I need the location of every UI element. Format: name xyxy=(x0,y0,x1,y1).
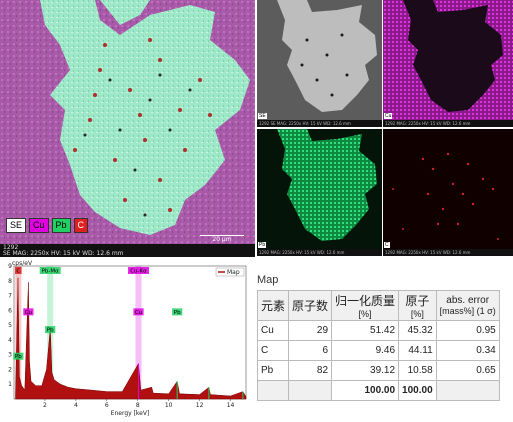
thumb-se: SE 1292 SE MAG: 2250x HV: 15 kV WD: 12.6… xyxy=(257,0,382,127)
y-tick-label: 9 xyxy=(8,263,12,270)
thumb-cu-footer: 1292 MAG: 2250x HV: 15 kV WD: 12.6 mm xyxy=(383,120,513,127)
cell-total-atom: 100.00 xyxy=(398,380,437,401)
cell-atom: 44.11 xyxy=(398,340,437,361)
cell-blank xyxy=(256,380,290,401)
y-axis-label: cps/eV xyxy=(12,260,33,267)
col-atom: 原子 [%] xyxy=(398,290,437,321)
peak-marker-column xyxy=(135,266,142,399)
y-tick-label: 2 xyxy=(8,366,12,373)
cell-error: 0.95 xyxy=(435,320,500,341)
legend-se: SE xyxy=(6,218,27,233)
composite-eds-map: SE Cu Pb C 20 µm 1292 SE MAG: 2250x HV: … xyxy=(0,0,255,257)
peak-label-box xyxy=(45,326,56,334)
thumb-cu: Cu 1292 MAG: 2250x HV: 15 kV WD: 12.6 mm xyxy=(383,0,513,127)
cell-atom: 10.58 xyxy=(398,360,437,381)
y-tick-label: 1 xyxy=(8,381,12,388)
col-element: 元素 xyxy=(256,290,290,321)
main-map-footer: 1292 SE MAG: 2250x HV: 15 kV WD: 12.6 mm xyxy=(0,244,255,257)
composite-map-image xyxy=(0,0,255,257)
x-tick-label: 2 xyxy=(43,402,47,409)
x-tick-label: 4 xyxy=(74,402,78,409)
results-title: Map xyxy=(257,274,279,286)
cell-element: C xyxy=(256,340,290,361)
thumb-cu-tag: Cu xyxy=(384,113,393,119)
legend-cu: Cu xyxy=(29,218,49,233)
cell-atom: 45.32 xyxy=(398,320,437,341)
peak-label: Cu xyxy=(25,310,32,316)
peak-label: Pb xyxy=(47,328,54,334)
y-tick-label: 4 xyxy=(8,337,12,344)
cu-map-image xyxy=(383,0,513,127)
thumb-se-tag: SE xyxy=(258,113,267,119)
peak-label: Pb xyxy=(15,354,22,360)
thumb-c-footer: 1292 MAG: 2250x HV: 15 kV WD: 12.6 mm xyxy=(383,249,513,256)
legend-box xyxy=(215,267,245,277)
cell-element: Cu xyxy=(256,320,290,341)
thumb-pb-tag: Pb xyxy=(258,242,267,248)
peak-label-box xyxy=(128,267,150,274)
legend-label: Map xyxy=(227,269,240,276)
cell-z: 29 xyxy=(288,320,333,341)
peak-label-box xyxy=(133,308,144,316)
thumb-pb: Pb 1292 MAG: 2250x HV: 15 kV WD: 12.6 mm xyxy=(257,129,382,256)
peak-label: C xyxy=(16,269,20,275)
thumb-c: C 1292 MAG: 2250x HV: 15 kV WD: 12.6 mm xyxy=(383,129,513,256)
y-tick-label: 5 xyxy=(8,322,12,329)
peak-label-box xyxy=(172,308,183,316)
col-atomic-number: 原子数 xyxy=(288,290,333,321)
x-tick-label: 10 xyxy=(165,402,173,409)
table-total-row: 100.00 100.00 xyxy=(256,380,500,401)
peak-label-box xyxy=(15,267,22,274)
cell-mass: 9.46 xyxy=(331,340,400,361)
x-tick-label: 12 xyxy=(196,402,204,409)
quant-results-table: 元素 原子数 归一化质量 [%] 原子 [%] abs. error [mass%] … xyxy=(256,290,500,401)
cell-blank xyxy=(435,380,500,401)
peak-label-box xyxy=(13,352,24,360)
legend-c: C xyxy=(73,218,89,233)
table-row: C 6 9.46 44.11 0.34 xyxy=(256,340,500,361)
y-tick-label: 7 xyxy=(8,293,12,300)
cell-blank xyxy=(288,380,333,401)
thumb-pb-footer: 1292 MAG: 2250x HV: 15 kV WD: 12.6 mm xyxy=(257,249,382,256)
cell-z: 6 xyxy=(288,340,333,361)
cell-mass: 51.42 xyxy=(331,320,400,341)
x-tick-label: 14 xyxy=(227,402,235,409)
legend-pb: Pb xyxy=(51,218,71,233)
y-tick-label: 3 xyxy=(8,352,12,359)
cell-error: 0.65 xyxy=(435,360,500,381)
col-norm-mass: 归一化质量 [%] xyxy=(331,290,400,321)
thumb-c-tag: C xyxy=(384,242,390,248)
cell-error: 0.34 xyxy=(435,340,500,361)
peak-label: Pb-Mα xyxy=(42,269,60,275)
peak-label: Cu xyxy=(135,310,142,316)
cell-total-mass: 100.00 xyxy=(331,380,400,401)
x-tick-label: 6 xyxy=(105,402,109,409)
cell-element: Pb xyxy=(256,360,290,381)
table-row: Cu 29 51.42 45.32 0.95 xyxy=(256,320,500,341)
y-tick-label: 6 xyxy=(8,307,12,314)
x-axis-label: Energy [keV] xyxy=(111,410,150,417)
element-legend: SE Cu Pb C xyxy=(6,218,89,233)
y-tick-label: 8 xyxy=(8,278,12,285)
thumb-se-footer: 1292 SE MAG: 2250x HV: 15 kV WD: 12.6 mm xyxy=(257,120,382,127)
main-scalebar: 20 µm xyxy=(200,235,244,243)
se-image xyxy=(257,0,382,127)
cell-mass: 39.12 xyxy=(331,360,400,381)
peak-label: Pb xyxy=(174,310,181,316)
cell-z: 82 xyxy=(288,360,333,381)
c-map-image xyxy=(383,129,513,256)
peak-label-box xyxy=(39,267,61,274)
x-tick-label: 8 xyxy=(136,402,140,409)
peak-label-box xyxy=(23,308,34,316)
pb-map-image xyxy=(257,129,382,256)
peak-label: Cu-Kα xyxy=(130,269,147,275)
col-abs-error: abs. error [mass%] (1 σ) xyxy=(435,290,500,321)
table-row: Pb 82 39.12 10.58 0.65 xyxy=(256,360,500,381)
